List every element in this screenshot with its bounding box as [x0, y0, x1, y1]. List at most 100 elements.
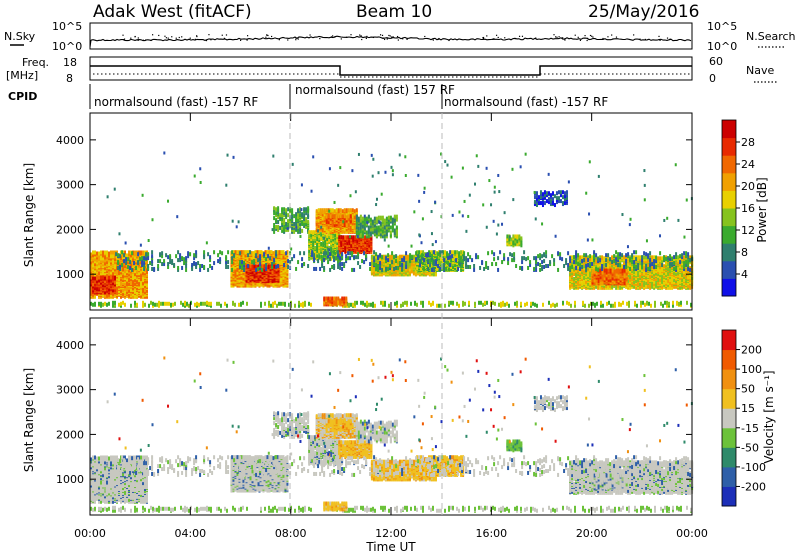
power-cell [540, 201, 542, 205]
nsearch-point [498, 37, 499, 38]
power-cell [389, 255, 391, 259]
power-cell [544, 190, 546, 194]
power-cell [516, 239, 518, 243]
power-cell [536, 191, 538, 195]
nsky-bottom-tick: 10^0 [52, 40, 82, 53]
nsearch-point [143, 40, 144, 41]
power-cell [380, 216, 382, 220]
nsky-panel [90, 23, 692, 49]
power-cell [334, 240, 336, 244]
power-cell [308, 230, 310, 234]
power-cell [250, 264, 252, 268]
power-cell [540, 190, 542, 194]
power-cell [346, 216, 348, 220]
power-cell [142, 250, 144, 254]
power-cell [564, 191, 566, 195]
power-cell [104, 277, 106, 281]
nsearch-point [135, 36, 136, 37]
power-cell [562, 201, 564, 205]
power-cell [356, 222, 358, 226]
nsearch-point [587, 40, 588, 41]
power-cell [301, 220, 303, 224]
nsearch-point [166, 37, 167, 38]
power-cell [366, 217, 368, 221]
power-cell [512, 234, 514, 238]
power-cell [299, 213, 301, 217]
power-cell [285, 208, 287, 212]
nsearch-point [402, 38, 403, 39]
power-cell [112, 276, 114, 280]
power-cell [110, 250, 112, 254]
nsearch-point [168, 38, 169, 39]
freq-bottom-tick: 8 [66, 72, 73, 85]
power-cell [118, 282, 120, 286]
nsearch-point [645, 39, 646, 40]
power-cell [324, 208, 326, 212]
power-cell [287, 207, 289, 211]
power-cell [554, 194, 556, 198]
power-cell [338, 214, 340, 218]
power-cell [460, 250, 462, 254]
nsearch-point [522, 36, 523, 37]
date-label: 25/May/2016 [588, 2, 700, 22]
power-cell [275, 225, 277, 229]
nsearch-point [578, 37, 579, 38]
power-cell [108, 276, 110, 280]
power-cell [334, 214, 336, 218]
power-cell [371, 255, 373, 259]
nsearch-point [555, 36, 556, 37]
power-cell [383, 255, 385, 259]
power-cell [272, 283, 274, 287]
nsearch-point [391, 36, 392, 37]
nsearch-point [208, 34, 209, 35]
nsearch-point [346, 37, 347, 38]
power-cell [106, 279, 108, 283]
nsearch-point [587, 38, 588, 39]
power-cell [322, 208, 324, 212]
power-cell [258, 250, 260, 254]
power-cell [392, 225, 394, 229]
power-cell [273, 206, 275, 210]
power-cell [303, 207, 305, 211]
nsearch-point [592, 36, 593, 37]
power-cell [558, 190, 560, 194]
power-cell [536, 203, 538, 207]
nsearch-point [130, 38, 131, 39]
power-cell [364, 226, 366, 230]
power-cell [370, 218, 372, 222]
power-cell [104, 250, 106, 254]
power-cell [242, 250, 244, 254]
power-cell [260, 250, 262, 254]
nsearch-point [380, 34, 381, 35]
nsearch-point [519, 36, 520, 37]
power-cell [350, 228, 352, 232]
nsearch-point [553, 34, 554, 35]
power-cell [140, 250, 142, 254]
power-cell [360, 215, 362, 219]
power-cell [307, 220, 309, 224]
power-cell [550, 193, 552, 197]
nsearch-point [265, 37, 266, 38]
power-cell [312, 230, 314, 234]
power-cell [94, 277, 96, 281]
cpid-label: CPID [8, 90, 37, 103]
power-cell [516, 234, 518, 238]
nsearch-point [515, 38, 516, 39]
power-cell [396, 215, 398, 219]
nsearch-point [240, 40, 241, 41]
power-cell [378, 216, 380, 220]
power-cell [579, 255, 581, 259]
power-cell [454, 250, 456, 254]
power-cell [358, 226, 360, 230]
nsearch-point [382, 35, 383, 36]
nsky-trace [90, 34, 691, 47]
nsearch-point [279, 39, 280, 40]
power-cell [134, 250, 136, 254]
nsearch-point [361, 39, 362, 40]
nsearch-point [575, 35, 576, 36]
nsearch-point [504, 37, 505, 38]
power-cell [320, 208, 322, 212]
nsearch-bottom-tick: 10^0 [707, 40, 737, 53]
power-cell [283, 218, 285, 222]
